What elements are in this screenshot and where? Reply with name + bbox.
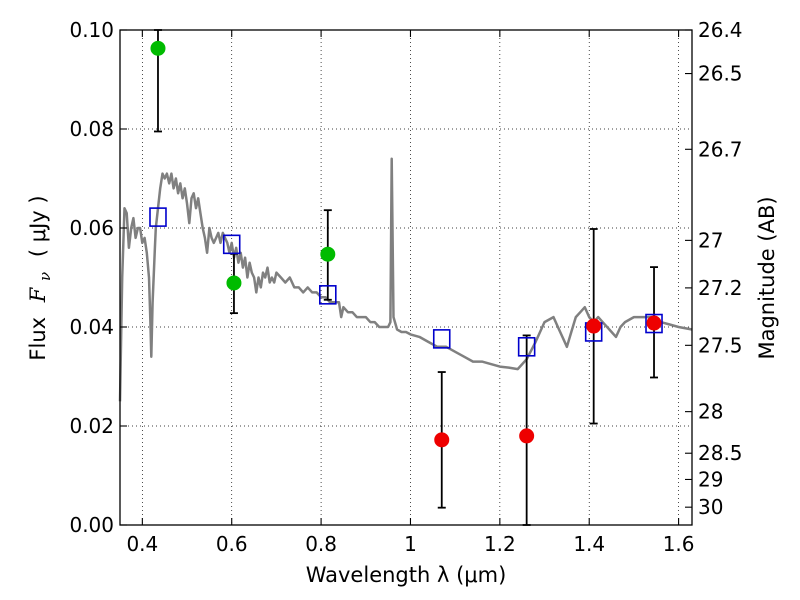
data-markers — [149, 40, 663, 448]
detection-marker — [226, 275, 242, 291]
x-tick-label: 1 — [404, 532, 417, 556]
x-tick-label: 0.6 — [216, 532, 248, 556]
low-significance-marker — [519, 428, 535, 444]
y-tick-label: 0.08 — [69, 117, 114, 141]
y-axis-label-flux: Flux — [26, 317, 50, 361]
axes — [119, 29, 693, 526]
model-photometry-marker — [645, 313, 663, 334]
y2-axis-label: Magnitude (AB) — [755, 196, 779, 359]
y2-tick-label: 26.7 — [698, 137, 743, 161]
y2-tick-label: 28 — [698, 400, 723, 424]
y2-tick-label: 27.2 — [698, 276, 743, 300]
y-axis-label: Flux F ν ( μJy ) — [26, 195, 55, 360]
y-tick-label: 0.00 — [69, 513, 114, 537]
y-axis-label-unit: ( μJy ) — [26, 195, 50, 257]
y-tick-label: 0.06 — [69, 216, 114, 240]
plot-frame — [119, 29, 693, 526]
y2-tick-label: 30 — [698, 495, 723, 519]
low-significance-marker — [434, 432, 450, 448]
x-tick-label: 0.8 — [305, 532, 337, 556]
model-photometry-marker — [318, 285, 337, 305]
x-tick-label: 1.6 — [663, 532, 695, 556]
model-photometry-marker — [222, 234, 241, 255]
y-tick-label: 0.10 — [69, 18, 114, 42]
low-significance-marker — [646, 315, 662, 331]
model-spectrum-line — [118, 157, 693, 402]
y2-tick-label: 27.5 — [698, 333, 743, 357]
y2-tick-label: 27 — [698, 228, 723, 252]
y2-tick-label: 28.5 — [698, 441, 743, 465]
low-significance-marker — [586, 318, 602, 334]
y2-tick-label: 29 — [698, 467, 723, 491]
detection-marker — [150, 40, 166, 56]
ticks: 0.4 0.6 0.8 1 1.2 1.4 1.6 0.00 0.02 0.04 0.06 0.08 0… — [69, 18, 742, 556]
y-tick-label: 0.04 — [69, 315, 114, 339]
x-axis-label: Wavelength λ (μm) — [306, 563, 507, 587]
model-spectrum-path — [118, 157, 693, 402]
y2-tick-label: 26.5 — [698, 62, 743, 86]
model-photometry-marker — [149, 207, 167, 227]
y-axis-label-nu: ν — [36, 272, 54, 281]
detection-marker — [320, 246, 336, 262]
y-axis-label-f: F — [26, 286, 50, 303]
x-tick-label: 0.4 — [126, 532, 158, 556]
x-tick-label: 1.2 — [484, 532, 516, 556]
grid — [120, 29, 692, 526]
y-tick-label: 0.02 — [69, 414, 114, 438]
y2-tick-label: 26.4 — [698, 18, 743, 42]
model-photometry-marker — [432, 329, 451, 349]
x-tick-label: 1.4 — [573, 532, 605, 556]
model-photometry-marker — [517, 336, 536, 357]
